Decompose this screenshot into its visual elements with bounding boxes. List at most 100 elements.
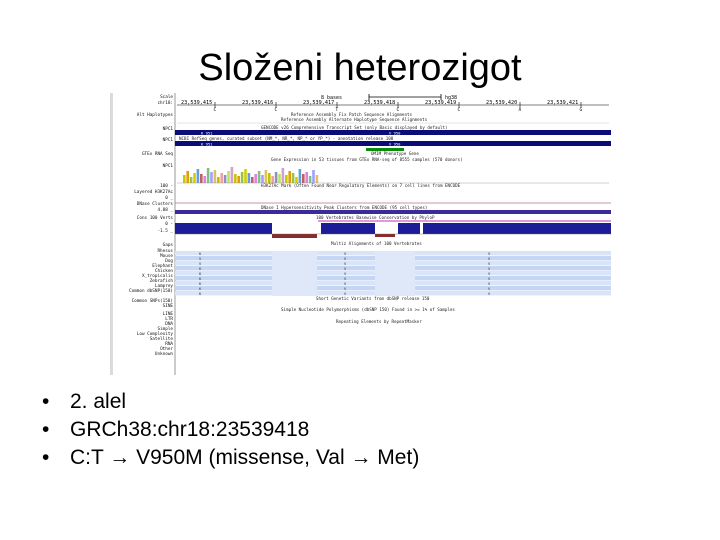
track-label: 0 _ (165, 195, 173, 201)
multiz-codon: V (488, 276, 491, 281)
bullet-text-position: GRCh38:chr18:23539418 (70, 418, 310, 441)
gtex-bar (291, 173, 295, 183)
multiz-codon: V (344, 266, 347, 271)
multiz-codon: V (344, 276, 347, 281)
genome-browser-canvas: 8 bases hg38 23,539,415 23,539,416 23,539,… (111, 93, 611, 375)
gtex-bar (189, 177, 193, 183)
h3k27ac-caption: H3K27Ac Mark (Often Found Near Regulator… (261, 183, 461, 188)
gtex-bar (264, 170, 268, 183)
gtex-bar (186, 171, 189, 183)
refseq-caption: NCBI RefSeq genes, curated subset (NM_*,… (179, 136, 394, 141)
gtex-bar (200, 174, 203, 183)
track-label: Dog (165, 258, 173, 264)
sequence-base: G (580, 107, 583, 113)
gtex-bar (183, 175, 186, 183)
dbsnp-caption: Short Genetic Variants from dbSNP releas… (316, 296, 430, 301)
track-label: Scale (160, 94, 173, 100)
gtex-bar (203, 176, 206, 183)
sequence-base: A (519, 107, 522, 113)
gencode-gene-bar (175, 130, 611, 135)
alt-haplotype-caption: Reference Assembly Alternate Haplotype S… (281, 117, 428, 122)
gtex-bar (206, 168, 210, 183)
ruler-position-label: 23,539,418 (364, 100, 395, 106)
track-label: NPC1 (163, 137, 174, 143)
multiz-caption: Multiz Alignments of 100 Vertebrates (331, 241, 422, 246)
track-label: NPC1 (163, 126, 174, 132)
multiz-codon: V (344, 286, 347, 291)
track-label: NPC1 (163, 163, 174, 169)
ruler-position-label: 23,539,415 (181, 100, 212, 106)
gtex-bar (295, 177, 298, 183)
gtex-bar (230, 167, 234, 183)
gencode-caption: GENCODE v26 Comprehensive Transcript Set… (261, 125, 448, 130)
multiz-codon: K (199, 286, 202, 291)
gtex-bar (237, 176, 240, 183)
multiz-codon: V (488, 266, 491, 271)
gtex-bar (227, 171, 230, 183)
track-label: Alt Haplotypes (137, 112, 174, 118)
ruler-position-label: 23,539,416 (242, 100, 273, 106)
gtex-bar (251, 177, 254, 183)
multiz-codon: V (488, 291, 491, 296)
track-label: Unknown (155, 351, 174, 357)
track-label: GTEx RNA Seq (142, 151, 173, 157)
ruler-position-label: 23,539,420 (486, 100, 517, 106)
track-label: Other (160, 346, 173, 352)
multiz-gap-region (272, 251, 317, 296)
multiz-codon: V (488, 256, 491, 261)
multiz-codon: K (199, 251, 202, 256)
gtex-bar (302, 174, 305, 183)
gtex-expression-bars (183, 167, 319, 183)
track-label: LINE (163, 311, 174, 317)
track-label: 0 - (165, 221, 173, 227)
conservation-block (423, 223, 611, 234)
track-label: chr18: (157, 100, 173, 106)
gtex-bar (257, 171, 261, 183)
sequence-base: C (275, 107, 278, 113)
gtex-bar (244, 169, 247, 183)
gtex-bar (261, 175, 264, 183)
gtex-bar (254, 174, 257, 183)
bullet-list: • 2. alel • GRCh38:chr18:23539418 • C:T → V… (42, 388, 682, 472)
track-label: Layered H3K27Ac (134, 189, 173, 195)
gtex-bar (285, 175, 288, 183)
track-label: Rhesus (157, 248, 173, 254)
gencode-codon-left: K 951 (201, 130, 213, 135)
conservation-blocks (175, 223, 611, 238)
multiz-codon: K (199, 266, 202, 271)
gtex-bar (220, 173, 223, 183)
multiz-codon: V (488, 281, 491, 286)
track-label: Elephant (152, 263, 173, 269)
gtex-bar (217, 177, 220, 183)
gtex-bar (288, 171, 291, 183)
gtex-bar (312, 170, 315, 183)
gtex-bar (193, 173, 196, 183)
multiz-codon: V (488, 271, 491, 276)
gtex-bar (240, 172, 244, 183)
multiz-codon: V (488, 286, 491, 291)
gtex-bar (196, 169, 200, 183)
gtex-bar (298, 169, 302, 183)
refseq-codon-left: K 951 (201, 141, 213, 146)
ruler-position-label: 23,539,417 (303, 100, 334, 106)
track-label: Satellite (150, 336, 174, 342)
track-label: Gaps (163, 242, 174, 248)
track-label: Mouse (160, 253, 173, 259)
gtex-bar (213, 170, 217, 183)
multiz-gap-region (375, 251, 415, 296)
gtex-bar (210, 172, 213, 183)
bullet-text-allele: 2. alel (70, 390, 127, 413)
gencode-codon-right: V 950 (389, 130, 401, 135)
gtex-bar (223, 175, 227, 183)
conservation-block (321, 223, 375, 234)
gtex-bar (271, 176, 274, 183)
label-panel (111, 93, 175, 375)
common-snp-caption: Simple Nucleotide Polymorphisms (dbSNP 1… (281, 307, 455, 312)
conservation-negative-block (375, 234, 395, 237)
sequence-base: C (214, 107, 217, 113)
sequence-base: C (397, 107, 400, 113)
bullet-item: • C:T → V950M (missense, Val → Met) (42, 446, 420, 469)
multiz-codon: V (199, 256, 202, 261)
refseq-gene-bar (175, 141, 611, 146)
